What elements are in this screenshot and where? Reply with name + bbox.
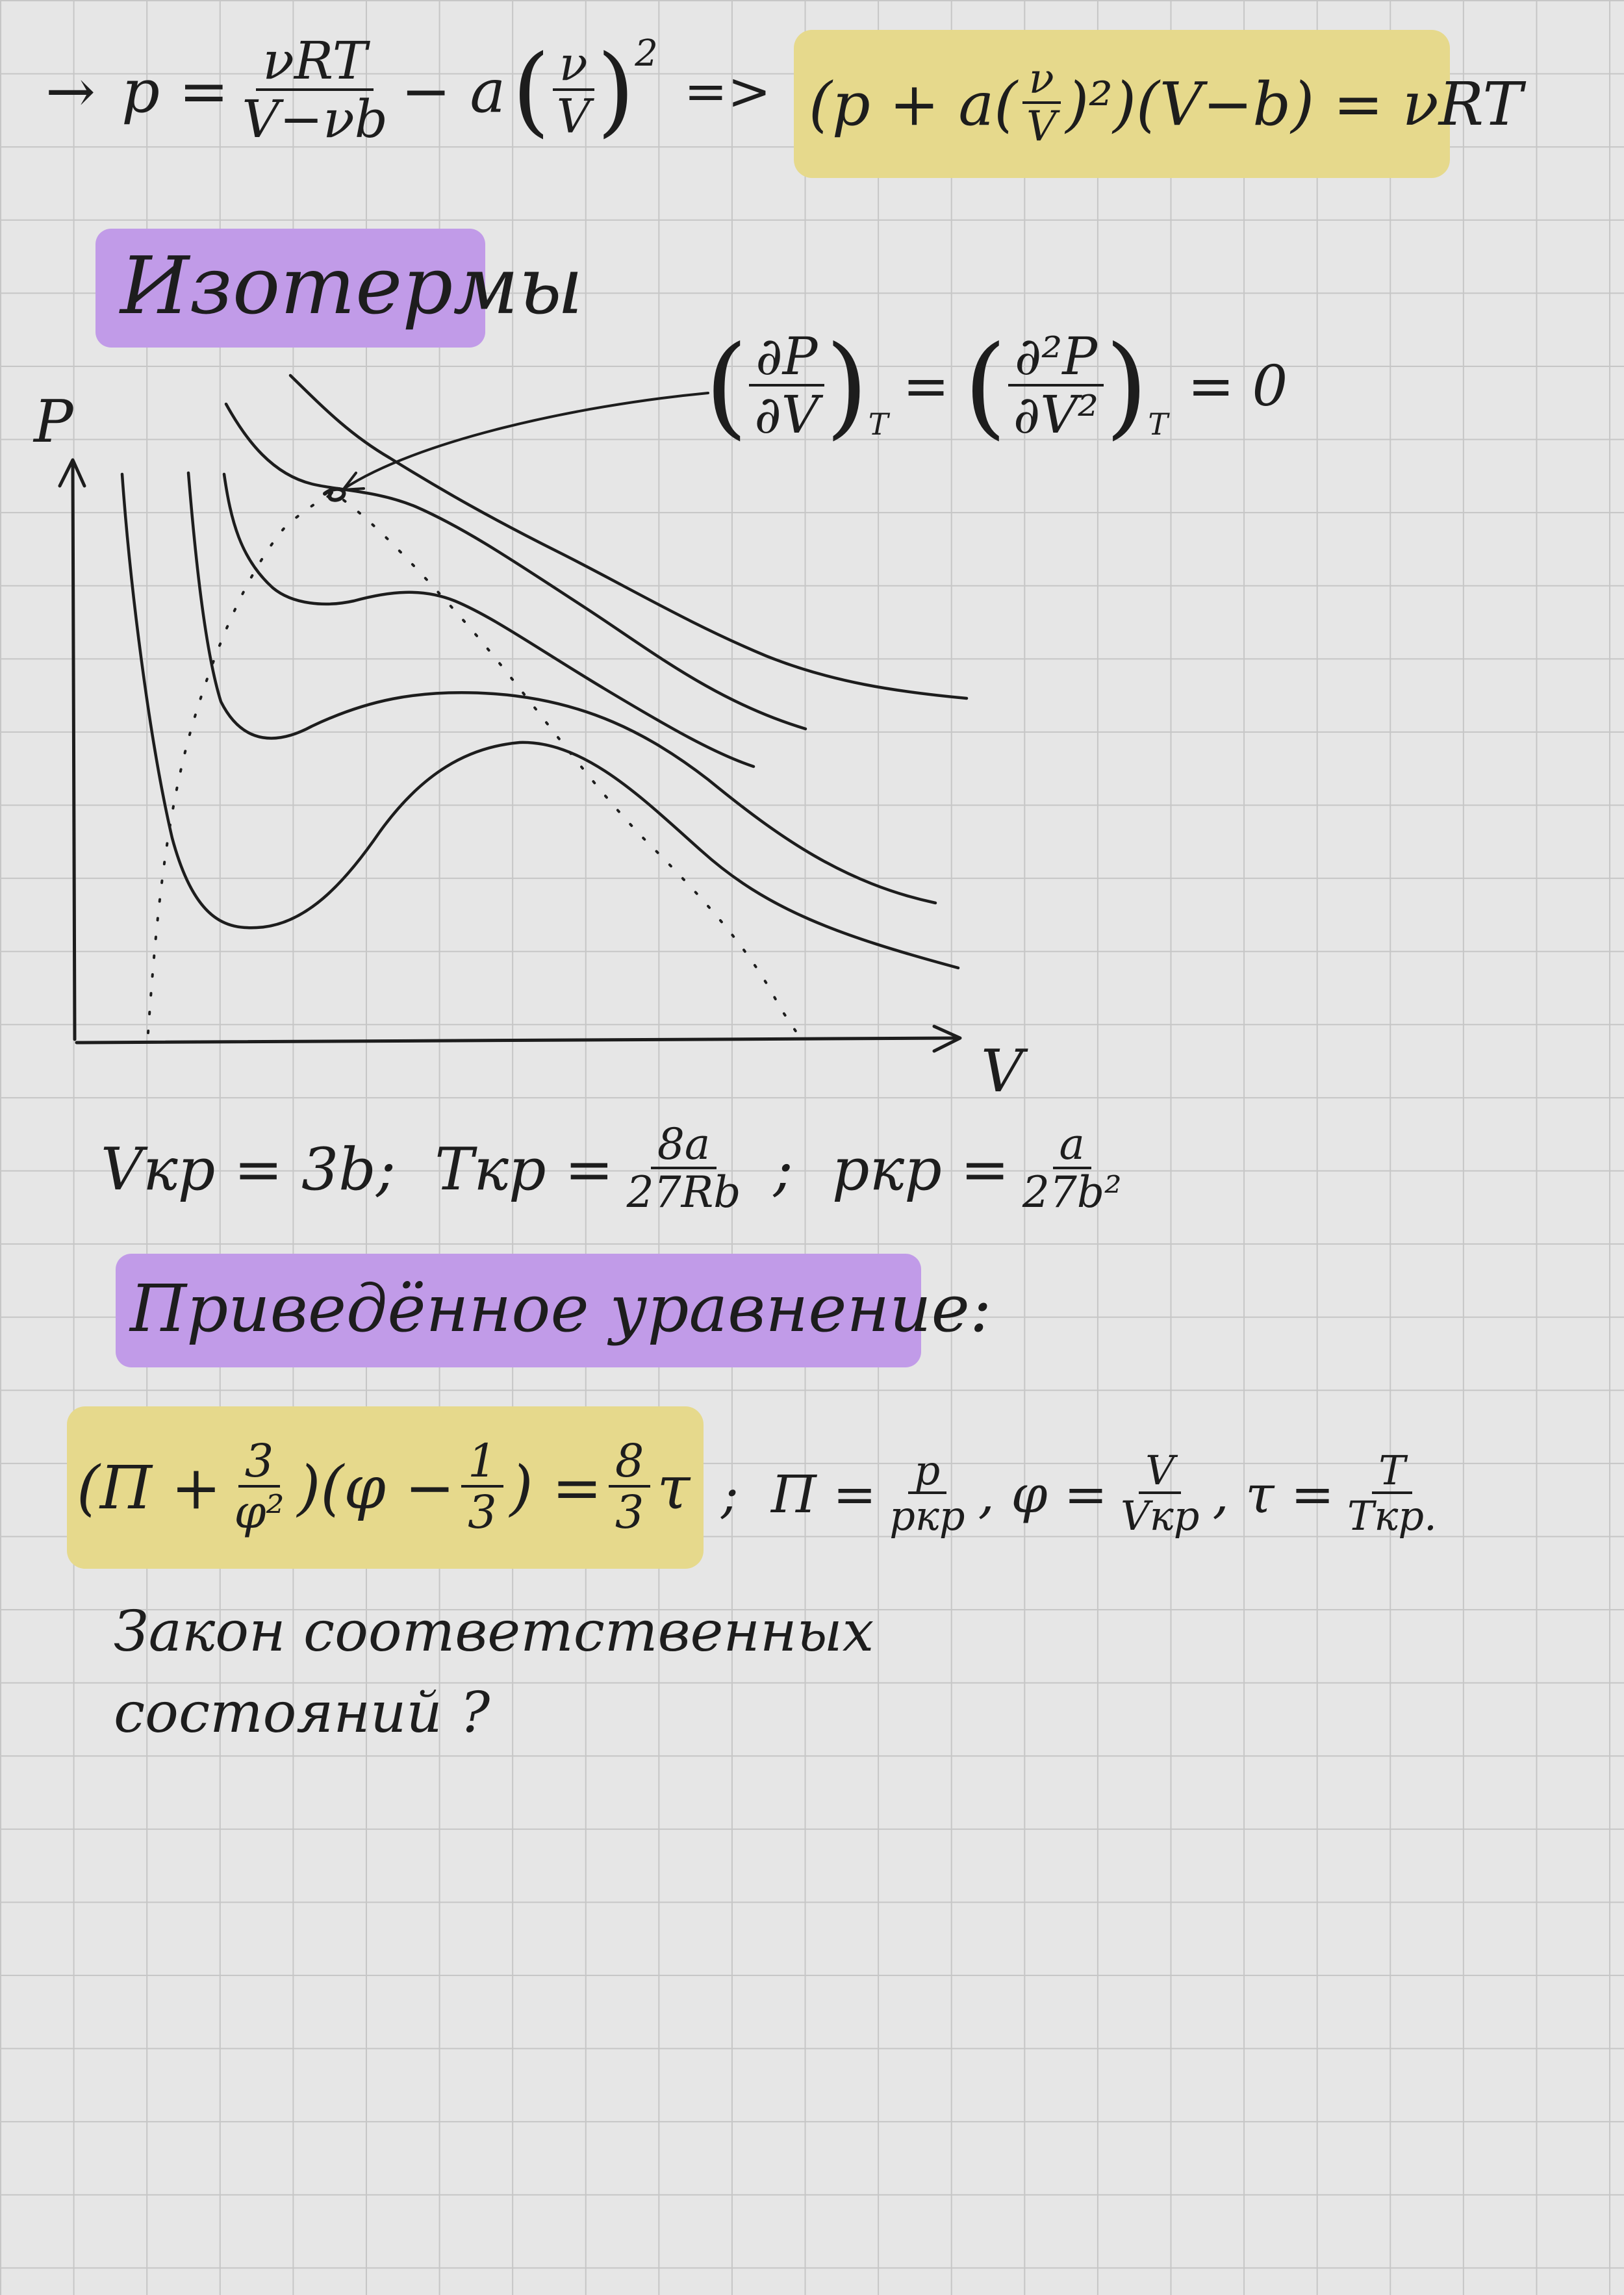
isotherms-heading-highlight bbox=[95, 229, 485, 348]
vdw-equation-highlight bbox=[794, 30, 1450, 178]
tau-definition-fraction: T Tкр. bbox=[1341, 1449, 1443, 1538]
critical-point-pointer bbox=[343, 392, 709, 490]
coexistence-dome bbox=[147, 492, 802, 1039]
critical-isotherm-curve bbox=[224, 402, 807, 731]
pressure-lhs: p = bbox=[121, 56, 229, 126]
y-axis-arrow-icon bbox=[58, 458, 86, 488]
definitions-separator: ; bbox=[721, 1464, 739, 1525]
reduced-phi-part: )(φ − bbox=[297, 1452, 455, 1523]
critical-values-separator: ; bbox=[773, 1135, 793, 1204]
phi-definition-den: Vкр bbox=[1120, 1492, 1200, 1540]
tau-definition-label: , τ = bbox=[1212, 1464, 1335, 1525]
pressure-fraction: νRT V−νb bbox=[235, 34, 394, 148]
reduced-heading-highlight bbox=[116, 1254, 921, 1367]
reduced-close-eq: ) = bbox=[509, 1452, 602, 1523]
condition-equals: = bbox=[902, 354, 950, 419]
first-derivative-num: ∂P bbox=[749, 329, 824, 387]
pi-definition-label: Π = bbox=[770, 1464, 877, 1525]
isotherm-curve bbox=[186, 471, 937, 905]
pressure-paren-den: V bbox=[556, 89, 590, 144]
critical-volume: Vкр = 3b; bbox=[101, 1135, 396, 1204]
reduced-rhs-num: 8 bbox=[608, 1437, 651, 1488]
critical-pressure-label: pкр = bbox=[831, 1135, 1009, 1204]
second-derivative-den: ∂V² bbox=[1013, 385, 1099, 445]
reduced-tau: τ bbox=[657, 1452, 691, 1523]
second-derivative-num: ∂²P bbox=[1008, 329, 1104, 387]
y-axis bbox=[71, 459, 77, 1041]
phi-definition-fraction: V Vкр bbox=[1114, 1449, 1206, 1538]
x-axis-arrow-icon bbox=[932, 1024, 962, 1053]
x-axis bbox=[75, 1036, 960, 1045]
pressure-exponent: 2 bbox=[635, 32, 658, 75]
isotherm-curve bbox=[288, 374, 969, 700]
vdw-fraction-den: V bbox=[1026, 103, 1057, 151]
vdw-equation: (p + a( ν V )²) (V−b) = νRT bbox=[809, 39, 1523, 169]
first-derivative-subscript: T bbox=[868, 407, 889, 442]
vdw-right: (V−b) = νRT bbox=[1136, 69, 1523, 139]
pressure-paren-num: ν bbox=[552, 39, 594, 92]
vdw-fraction-num: ν bbox=[1022, 58, 1061, 105]
isotherms-heading: Изотермы bbox=[120, 240, 583, 332]
tau-definition-num: T bbox=[1372, 1449, 1412, 1495]
reduced-equation-highlight bbox=[67, 1406, 704, 1569]
critical-condition: ( ∂P ∂V ) T = ( ∂²P ∂V² ) T = 0 bbox=[705, 322, 1288, 451]
pi-definition-fraction: p pкр bbox=[883, 1449, 971, 1538]
critical-pressure-num: a bbox=[1052, 1122, 1091, 1170]
vdw-left: (p + a( bbox=[809, 69, 1018, 139]
vdw-mid: )²) bbox=[1065, 69, 1136, 139]
critical-pressure-den: 27b² bbox=[1022, 1167, 1122, 1218]
critical-temperature-num: 8a bbox=[650, 1122, 717, 1170]
reduced-pi-fraction: 3 φ² bbox=[227, 1437, 290, 1540]
critical-point-icon bbox=[323, 487, 346, 502]
first-derivative-den: ∂V bbox=[754, 385, 819, 445]
pointer-arrowhead-icon bbox=[342, 472, 365, 491]
x-axis-label: V bbox=[981, 1037, 1028, 1106]
pi-definition-num: p bbox=[907, 1449, 947, 1495]
pressure-paren-fraction: ν V bbox=[550, 39, 597, 144]
critical-temperature-label: Tкр = bbox=[435, 1135, 614, 1204]
critical-pressure-fraction: a 27b² bbox=[1016, 1122, 1128, 1217]
second-derivative-subscript: T bbox=[1148, 407, 1169, 442]
pressure-minus-term: − a bbox=[400, 56, 506, 126]
reduced-rhs-den: 3 bbox=[615, 1486, 644, 1540]
reduced-third-fraction: 1 3 bbox=[461, 1437, 503, 1540]
pressure-denominator: V−νb bbox=[242, 89, 388, 149]
arrow-icon: → bbox=[45, 56, 96, 126]
pi-definition-den: pкр bbox=[889, 1492, 965, 1540]
reduced-equation: (Π + 3 φ² )(φ − 1 3 ) = 8 3 τ bbox=[77, 1410, 690, 1566]
reduced-third-den: 3 bbox=[468, 1486, 497, 1540]
condition-zero: = 0 bbox=[1187, 354, 1288, 419]
first-derivative: ∂P ∂V bbox=[748, 329, 825, 444]
isotherm-curve bbox=[120, 472, 960, 970]
paren-close: ) bbox=[596, 34, 635, 147]
critical-values: Vкр = 3b; Tкр = 8a 27Rb ; pкр = a 27b² bbox=[101, 1104, 1135, 1234]
tau-definition-den: Tкр. bbox=[1347, 1492, 1437, 1540]
pressure-equation: → p = νRT V−νb − a ( ν V ) 2 => bbox=[45, 26, 771, 156]
phi-definition-num: V bbox=[1139, 1449, 1182, 1495]
reduced-definitions: ; Π = p pкр , φ = V Vкр , τ = T Tкр. bbox=[721, 1416, 1450, 1572]
reduced-rhs-fraction: 8 3 bbox=[608, 1437, 651, 1540]
y-axis-label: P bbox=[32, 388, 74, 456]
critical-temperature-fraction: 8a 27Rb bbox=[620, 1122, 748, 1217]
reduced-pi-num: 3 bbox=[238, 1437, 281, 1488]
reduced-pi-den: φ² bbox=[234, 1486, 285, 1540]
corresponding-states-note: Закон соответственных состояний ? bbox=[114, 1591, 874, 1754]
reduced-pi-open: (Π + bbox=[77, 1452, 222, 1523]
isotherm-curve bbox=[222, 472, 755, 768]
note-line-1: Закон соответственных bbox=[114, 1599, 874, 1664]
note-line-2: состояний ? bbox=[114, 1680, 490, 1745]
reduced-heading: Приведённое уравнение: bbox=[130, 1271, 992, 1347]
vdw-fraction: ν V bbox=[1020, 58, 1063, 150]
pressure-numerator: νRT bbox=[256, 34, 374, 91]
critical-temperature-den: 27Rb bbox=[626, 1167, 741, 1218]
paren-open: ( bbox=[512, 34, 550, 147]
implies-arrow: => bbox=[683, 60, 771, 121]
second-derivative: ∂²P ∂V² bbox=[1007, 329, 1105, 444]
reduced-third-num: 1 bbox=[461, 1437, 503, 1488]
phi-definition-label: , φ = bbox=[978, 1464, 1108, 1525]
